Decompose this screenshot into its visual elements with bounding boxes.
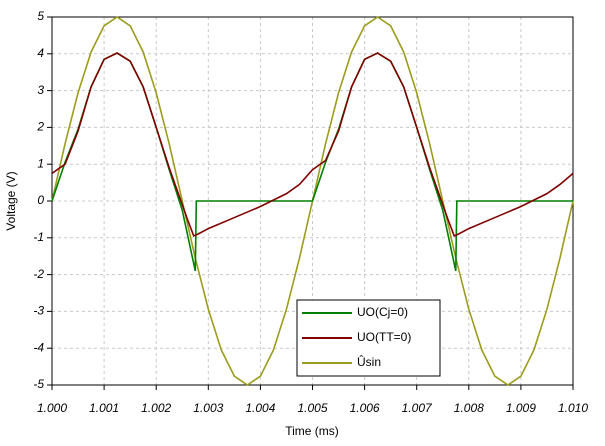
legend-label: UO(Cj=0) — [357, 305, 408, 319]
x-tick-label: 1.008 — [454, 401, 484, 415]
y-tick-label: -2 — [33, 267, 44, 281]
x-tick-label: 1.004 — [245, 401, 275, 415]
x-tick-label: 1.002 — [141, 401, 171, 415]
y-tick-label: -5 — [33, 377, 44, 391]
x-tick-label: 1.000 — [37, 401, 67, 415]
x-tick-label: 1.007 — [402, 401, 433, 415]
x-tick-label: 1.005 — [297, 401, 327, 415]
x-tick-label: 1.006 — [350, 401, 380, 415]
y-tick-label: 0 — [37, 193, 44, 207]
y-tick-label: 5 — [37, 9, 44, 23]
legend-label: UO(TT=0) — [357, 330, 411, 344]
x-tick-label: 1.001 — [89, 401, 119, 415]
series-line — [51, 52, 574, 238]
x-tick-label: 1.003 — [193, 401, 223, 415]
y-tick-label: 2 — [36, 120, 44, 134]
y-tick-label: -4 — [33, 340, 44, 354]
x-tick-label: 1.010 — [558, 401, 588, 415]
legend-label: Ûsin — [357, 354, 381, 369]
y-axis-label: Voltage (V) — [4, 171, 18, 230]
y-tick-label: 1 — [37, 156, 44, 170]
y-tick-label: -1 — [33, 230, 44, 244]
x-tick-label: 1.009 — [506, 401, 536, 415]
y-tick-label: -3 — [33, 304, 44, 318]
x-axis-label: Time (ms) — [285, 424, 339, 438]
y-tick-label: 3 — [37, 83, 44, 97]
y-tick-label: 4 — [37, 46, 44, 60]
